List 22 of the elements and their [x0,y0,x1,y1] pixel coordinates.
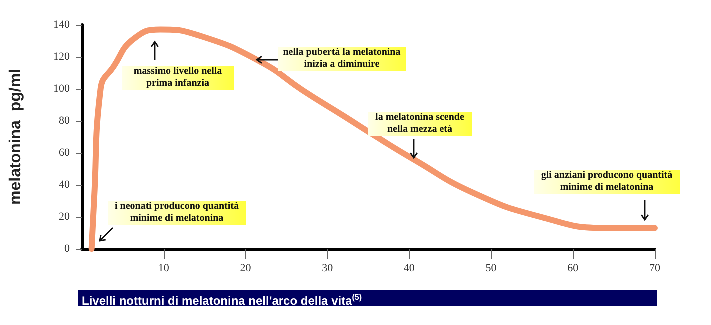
y-tick-label: 140 [54,19,70,31]
y-tick-label: 0 [64,243,70,255]
y-tick-label: 80 [59,115,70,127]
y-tick-label: 60 [59,147,70,159]
y-tick-label: 100 [54,83,70,95]
y-tick-label: 20 [59,211,70,223]
x-tick-label: 20 [240,262,252,274]
annotation: i neonati producono quantità minime di melatonina [108,201,246,225]
x-tick-label: 60 [568,262,580,274]
annotation: gli anziani producono quantità minime di melatonina [534,170,680,194]
annotation: la melatonina scende nella mezza età [368,112,472,136]
annotation: massimo livello nella prima infanzia [122,66,234,90]
y-tick-label: 120 [54,51,70,63]
x-tick-label: 40 [404,262,416,274]
x-tick-label: 10 [158,262,170,274]
annotation: nella pubertà la melatonina inizia a diminuire [278,47,406,71]
x-tick-label: 50 [486,262,498,274]
x-tick-label: 30 [322,262,334,274]
x-tick-label: 70 [650,262,661,274]
text: Livelli notturni di melatonina nell'arco della vita$^{(5)}$ [78,290,657,308]
y-tick-label: 40 [59,179,70,191]
y-axis-title: melatonina pg/ml [8,68,24,206]
